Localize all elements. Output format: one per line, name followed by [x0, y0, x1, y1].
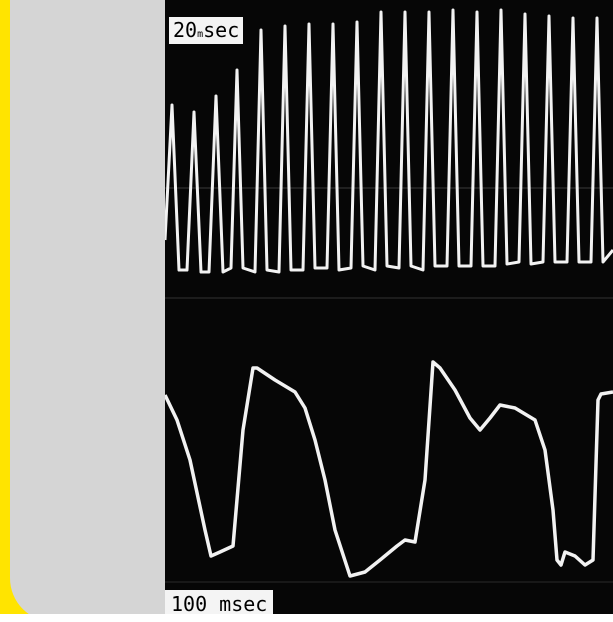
top-scale-value: 20	[173, 18, 198, 42]
top-oscillation-trace	[165, 8, 613, 274]
bottom-margin	[0, 614, 613, 622]
top-scale-unit-prefix: m	[197, 29, 204, 40]
side-panel	[10, 0, 170, 622]
scope-traces	[165, 8, 613, 583]
top-scale-unit: sec	[203, 18, 240, 42]
top-time-scale-label: 20msec	[169, 17, 244, 44]
bottom-waveform-trace	[165, 360, 613, 578]
oscilloscope-image: 20msec 100 msec	[165, 0, 613, 622]
